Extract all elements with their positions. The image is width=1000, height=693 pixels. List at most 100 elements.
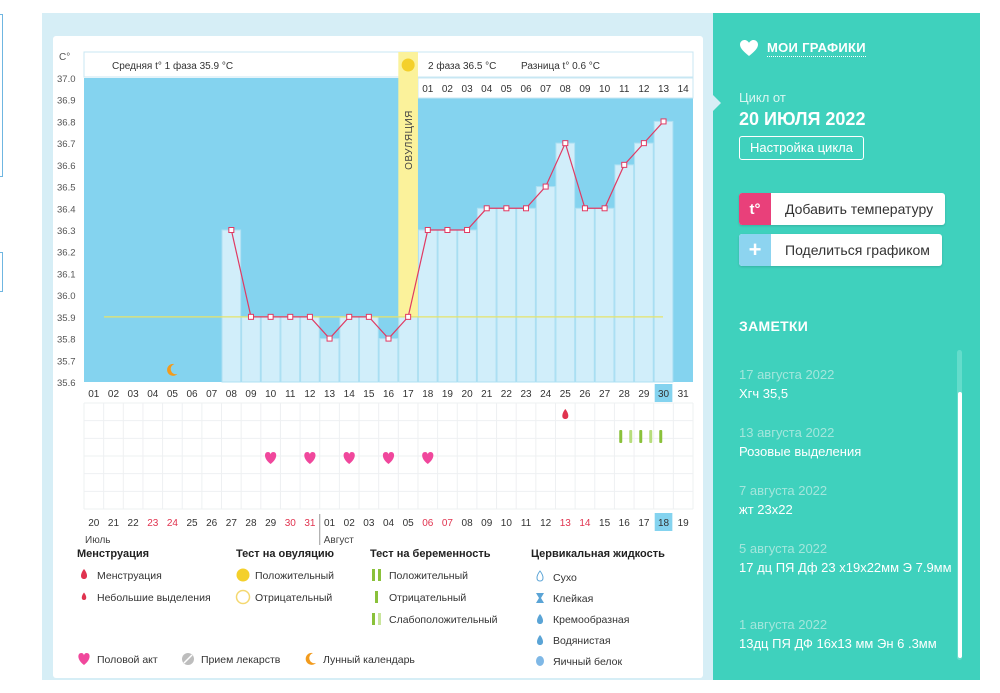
legend-item: Половой акт	[97, 654, 158, 666]
temperature-icon: t°	[739, 193, 771, 225]
cycle-day-label: 10	[265, 389, 277, 400]
share-chart-label: Поделиться графиком	[785, 242, 930, 258]
temperature-point[interactable]	[385, 335, 392, 342]
pregnancy-negative-icon	[375, 591, 378, 603]
phase2-day-label: 07	[540, 84, 552, 95]
calendar-date-label: 31	[304, 518, 316, 529]
phase2-day-label: 13	[658, 84, 670, 95]
temperature-point[interactable]	[464, 227, 471, 233]
note-item[interactable]: 1 августа 2022 13дц ПЯ ДФ 16х13 мм Эн 6 …	[739, 617, 959, 675]
notes-list: 17 августа 2022 Хгч 35,5 13 августа 2022…	[739, 367, 959, 675]
ovulation-label: ОВУЛЯЦИЯ	[404, 110, 415, 170]
moon-icon	[305, 652, 316, 665]
cycle-day-label: 06	[186, 389, 198, 400]
cycle-day-label: 17	[403, 389, 415, 400]
pregnancy-test-mark	[619, 430, 623, 443]
temperature-point[interactable]	[640, 140, 647, 147]
cycle-day-label: 22	[501, 389, 513, 400]
calendar-date-label: 19	[678, 518, 690, 529]
temperature-point[interactable]	[228, 227, 235, 233]
temperature-point[interactable]	[267, 313, 274, 320]
drop-icon	[537, 614, 543, 624]
temperature-point[interactable]	[601, 205, 608, 212]
cycle-day-label: 03	[128, 389, 140, 400]
temperature-point[interactable]	[542, 183, 549, 190]
temperature-point[interactable]	[483, 205, 490, 212]
temperature-point[interactable]	[365, 313, 372, 320]
temperature-point[interactable]	[287, 313, 294, 320]
notes-scrollbar-thumb[interactable]	[958, 392, 962, 658]
y-axis-label: C°	[59, 52, 70, 63]
cycle-from-label: Цикл от	[739, 90, 786, 105]
calendar-date-label: 08	[462, 518, 474, 529]
temperature-point[interactable]	[326, 335, 333, 342]
phase2-day-label: 09	[579, 84, 591, 95]
add-temperature-label: Добавить температуру	[785, 201, 934, 217]
legend-item: Водянистая	[553, 635, 611, 647]
temperature-point[interactable]	[581, 205, 588, 212]
y-tick-label: 35.6	[57, 378, 76, 389]
temperature-point[interactable]	[306, 313, 313, 320]
sidebar-pointer	[713, 95, 721, 111]
pregnancy-test-mark	[649, 430, 653, 443]
temperature-point[interactable]	[523, 205, 530, 212]
phase2-day-label: 01	[422, 84, 434, 95]
calendar-date-label: 06	[422, 518, 434, 529]
phase2-day-label: 02	[442, 84, 454, 95]
calendar-date-label: 12	[540, 518, 552, 529]
temperature-point[interactable]	[503, 205, 510, 212]
note-item[interactable]: 7 августа 2022 жт 23х22	[739, 483, 959, 541]
cycle-settings-button[interactable]: Настройка цикла	[739, 136, 864, 160]
temperature-point[interactable]	[424, 227, 431, 233]
phase2-day-label: 06	[520, 84, 532, 95]
share-chart-button[interactable]: + Поделиться графиком	[739, 234, 942, 266]
temperature-point[interactable]	[444, 227, 451, 233]
spotting-drop-icon	[562, 409, 569, 419]
pregnancy-positive-icon	[372, 569, 375, 581]
temperature-bar	[634, 142, 654, 383]
calendar-date-label: 13	[560, 518, 572, 529]
cervical-dry-icon	[536, 570, 544, 582]
bbt-chart[interactable]: Средняя t° 1 фаза 35.9 °C 2 фаза 36.5 °C Р…	[53, 36, 703, 678]
ovulation-positive-icon	[236, 568, 250, 582]
temperature-bar	[437, 229, 458, 383]
phase2-day-label: 12	[638, 84, 650, 95]
note-item[interactable]: 17 августа 2022 Хгч 35,5	[739, 367, 959, 425]
moon-icon	[167, 363, 178, 376]
heart-icon	[343, 452, 355, 464]
cycle-day-label: 25	[560, 389, 572, 400]
temperature-bar	[280, 316, 301, 383]
cycle-day-label: 01	[88, 389, 100, 400]
legend-item: Небольшие выделения	[97, 592, 211, 604]
cycle-day-label: 05	[167, 389, 179, 400]
temperature-point[interactable]	[660, 118, 667, 125]
cycle-day-label: 28	[619, 389, 631, 400]
calendar-date-label: 26	[206, 518, 218, 529]
phase2-day-row	[417, 77, 694, 99]
note-text: Розовые выделения	[739, 444, 862, 459]
temperature-point[interactable]	[247, 313, 254, 320]
temperature-bar	[359, 316, 379, 383]
temperature-point[interactable]	[405, 313, 412, 320]
temperature-bar	[241, 316, 261, 383]
temperature-bar	[378, 338, 399, 383]
calendar-date-label: 24	[167, 518, 179, 529]
calendar-date-label: 10	[501, 518, 513, 529]
legend-title: Цервикальная жидкость	[531, 548, 665, 560]
heart-icon	[382, 452, 395, 464]
temperature-point[interactable]	[621, 161, 628, 168]
temperature-point[interactable]	[562, 140, 569, 147]
temperature-point[interactable]	[346, 313, 353, 320]
add-temperature-button[interactable]: t° Добавить температуру	[739, 193, 946, 225]
my-charts-link[interactable]: МОИ ГРАФИКИ	[739, 39, 866, 57]
heart-icon	[422, 452, 434, 464]
pregnancy-weak-icon	[372, 613, 375, 625]
calendar-date-label: 29	[265, 518, 277, 529]
calendar-date-label: 11	[521, 518, 532, 529]
y-tick-label: 35.7	[57, 356, 76, 367]
calendar-date-label: 05	[403, 518, 415, 529]
pregnancy-weak-icon	[378, 613, 381, 625]
note-item[interactable]: 5 августа 2022 17 дц ПЯ Дф 23 х19х22мм Э…	[739, 541, 959, 617]
y-tick-label: 36.5	[57, 183, 76, 194]
note-item[interactable]: 13 августа 2022 Розовые выделения	[739, 425, 959, 483]
